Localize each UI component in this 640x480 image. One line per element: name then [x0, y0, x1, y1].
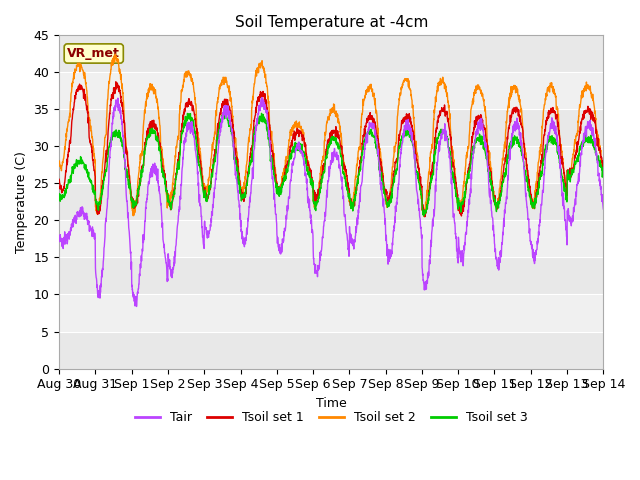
Text: VR_met: VR_met	[67, 47, 120, 60]
Bar	[59, 295, 604, 332]
Legend: Tair, Tsoil set 1, Tsoil set 2, Tsoil set 3: Tair, Tsoil set 1, Tsoil set 2, Tsoil se…	[130, 406, 532, 429]
Bar	[59, 72, 604, 109]
Bar	[59, 220, 604, 257]
Y-axis label: Temperature (C): Temperature (C)	[15, 151, 28, 253]
X-axis label: Time: Time	[316, 397, 347, 410]
Bar	[59, 146, 604, 183]
Title: Soil Temperature at -4cm: Soil Temperature at -4cm	[234, 15, 428, 30]
